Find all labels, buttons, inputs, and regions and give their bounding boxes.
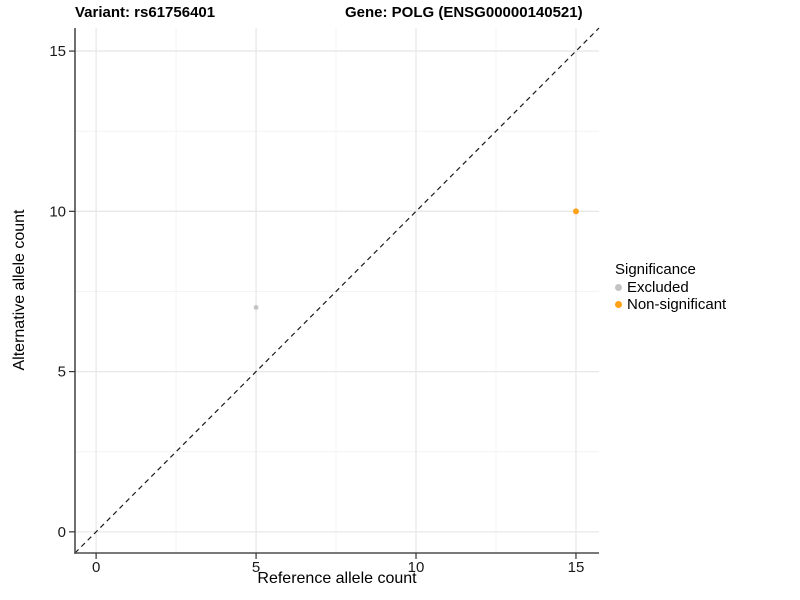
y-tick-label: 5 — [58, 364, 66, 381]
plot-title-gene: Gene: POLG (ENSG00000140521) — [345, 4, 583, 21]
legend-entry-excluded: Excluded — [615, 279, 726, 296]
y-axis-title: Alternative allele count — [11, 209, 28, 371]
legend-entries: Excluded Non-significant — [615, 279, 726, 313]
x-tick-label: 0 — [92, 559, 100, 576]
y-tick-label: 15 — [49, 43, 66, 60]
legend-dot-icon — [615, 284, 622, 291]
legend-dot-icon — [615, 301, 622, 308]
data-point-non-significant — [572, 208, 579, 215]
legend: Significance Excluded Non-significant — [615, 261, 726, 313]
legend-entry-label: Excluded — [627, 279, 689, 296]
y-tick-label: 0 — [58, 524, 66, 541]
tick-labels: 0 5 10 15 0 5 10 15 — [49, 43, 584, 576]
minor-gridlines — [75, 28, 599, 553]
x-axis-title: Reference allele count — [257, 570, 417, 587]
legend-title: Significance — [615, 261, 696, 278]
legend-entry-label: Non-significant — [627, 296, 727, 313]
x-tick-label: 5 — [252, 559, 260, 576]
plot-title-variant: Variant: rs61756401 — [75, 4, 216, 21]
data-point-excluded — [253, 305, 259, 310]
legend-entry-non-significant: Non-significant — [615, 296, 726, 313]
x-tick-label: 10 — [408, 559, 425, 576]
y-tick-label: 10 — [49, 203, 66, 220]
points-layer — [253, 208, 579, 310]
identity-dashed-line — [74, 27, 600, 554]
major-gridlines — [75, 28, 599, 553]
x-tick-label: 15 — [568, 559, 585, 576]
tick-marks — [69, 50, 577, 559]
